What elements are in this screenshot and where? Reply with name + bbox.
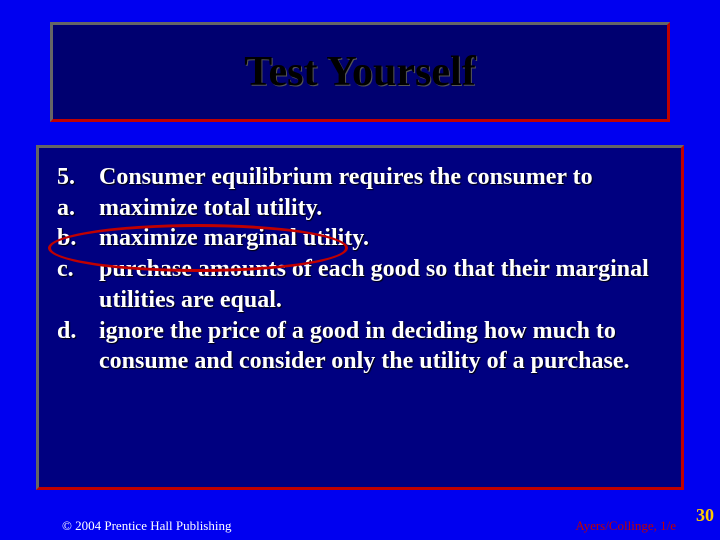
option-text: purchase amounts of each good so that th… bbox=[99, 254, 663, 315]
option-marker: a. bbox=[57, 193, 99, 224]
title-panel: Test Yourself bbox=[50, 22, 670, 122]
option-row: c. purchase amounts of each good so that… bbox=[57, 254, 663, 315]
option-row: a. maximize total utility. bbox=[57, 193, 663, 224]
footer-attribution: Ayers/Collinge, 1/e bbox=[575, 518, 676, 534]
option-row: d. ignore the price of a good in decidin… bbox=[57, 316, 663, 377]
footer-copyright: © 2004 Prentice Hall Publishing bbox=[62, 518, 231, 534]
question-number: 5. bbox=[57, 162, 99, 193]
slide-title: Test Yourself bbox=[244, 48, 475, 96]
option-marker: d. bbox=[57, 316, 99, 347]
option-text: ignore the price of a good in deciding h… bbox=[99, 316, 663, 377]
option-marker: c. bbox=[57, 254, 99, 285]
option-row: b. maximize marginal utility. bbox=[57, 223, 663, 254]
question-row: 5. Consumer equilibrium requires the con… bbox=[57, 162, 663, 193]
option-text: maximize total utility. bbox=[99, 193, 663, 224]
option-marker: b. bbox=[57, 223, 99, 254]
content-panel: 5. Consumer equilibrium requires the con… bbox=[36, 145, 684, 490]
footer: © 2004 Prentice Hall Publishing Ayers/Co… bbox=[0, 512, 720, 534]
slide-number: 30 bbox=[696, 505, 714, 526]
option-text: maximize marginal utility. bbox=[99, 223, 663, 254]
question-text: Consumer equilibrium requires the consum… bbox=[99, 162, 663, 193]
